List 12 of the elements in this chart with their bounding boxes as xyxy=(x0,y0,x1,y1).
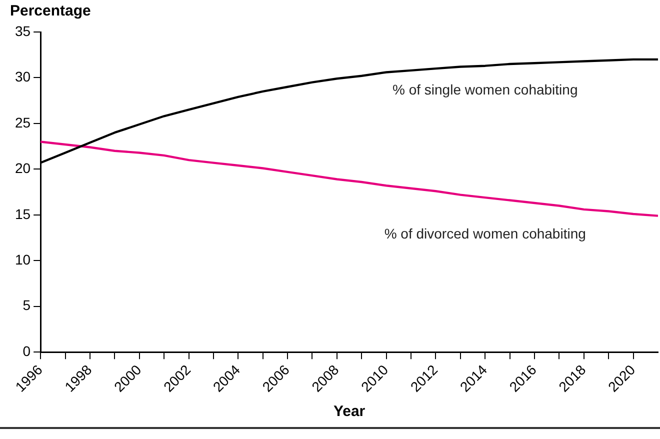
y-tick-label: 5 xyxy=(22,297,31,314)
y-tick-label: 30 xyxy=(14,68,31,85)
y-tick-label: 15 xyxy=(14,206,31,222)
y-tick-label: 35 xyxy=(14,22,31,39)
series-label: % of single women cohabiting xyxy=(392,82,578,98)
x-axis-title: Year xyxy=(333,403,366,420)
y-tick-label: 10 xyxy=(14,252,31,268)
y-axis-title: Percentage xyxy=(10,2,91,20)
y-tick-label: 20 xyxy=(14,160,31,176)
y-tick-label: 0 xyxy=(22,342,31,359)
y-tick-label: 25 xyxy=(14,114,31,130)
series-label: % of divorced women cohabiting xyxy=(384,225,586,242)
